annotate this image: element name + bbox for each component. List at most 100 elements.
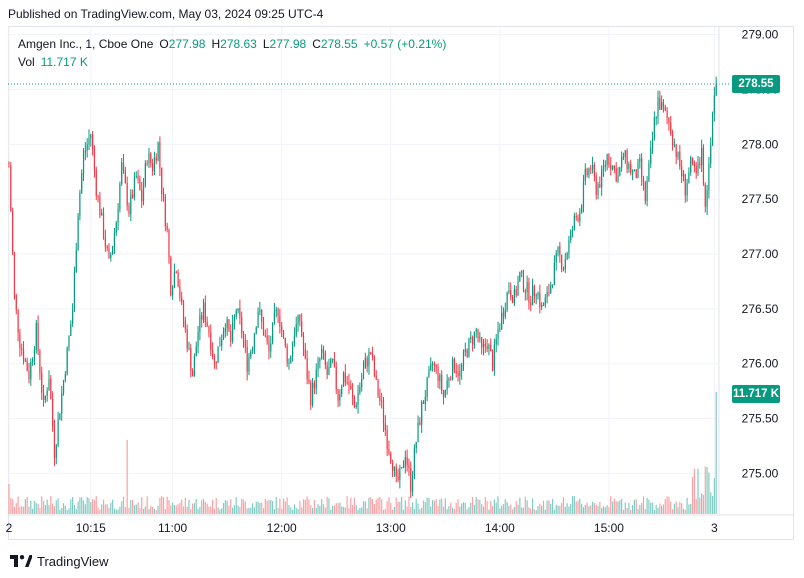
volume-bar (462, 502, 465, 514)
candle-body (264, 335, 266, 337)
volume-bar (186, 506, 188, 514)
volume-bar (657, 507, 659, 514)
candle-body (424, 396, 426, 404)
candle-body (619, 167, 621, 176)
candle-body (473, 331, 475, 345)
volume-bar (346, 496, 348, 514)
candle-body (641, 158, 643, 178)
volume-bar (628, 502, 630, 514)
volume-bar (181, 499, 183, 514)
volume-bar (153, 508, 156, 514)
candle-body (152, 163, 154, 171)
candle-body (106, 246, 108, 249)
volume-bar (577, 500, 579, 514)
volume-bar (599, 501, 601, 514)
volume-bar (415, 498, 417, 514)
time-tick-label: 15:00 (594, 521, 624, 535)
candle-body (410, 467, 412, 492)
candle-body (546, 292, 548, 298)
volume-bar (635, 499, 637, 514)
candle-body (99, 196, 101, 216)
candle-body (548, 292, 550, 294)
volume-bar (13, 506, 16, 514)
candle-body (515, 289, 517, 296)
candle-body (164, 196, 166, 226)
volume-bar (671, 509, 674, 514)
candle-body (235, 310, 237, 317)
candle-body (488, 344, 490, 350)
candle-body (542, 304, 545, 306)
candle-body (650, 148, 652, 164)
volume-bar (66, 509, 68, 514)
candle-body (21, 348, 23, 350)
candle-body (44, 395, 46, 401)
candle-body (673, 144, 675, 146)
volume-bar (604, 507, 606, 514)
volume-bar (190, 509, 192, 514)
volume-bar (650, 502, 652, 514)
volume-bar (341, 506, 343, 514)
volume-bar (226, 500, 228, 514)
tradingview-brand[interactable]: TradingView (10, 552, 109, 570)
volume-bar (537, 506, 539, 514)
volume-value: 11.717 K (40, 55, 88, 69)
candle-body (526, 282, 528, 293)
candle-body (244, 340, 246, 347)
candle-body (255, 327, 257, 334)
candle-body (161, 167, 163, 195)
candle-body (550, 284, 552, 294)
candle-body (210, 332, 212, 351)
symbol-name[interactable]: Amgen Inc., 1, Cboe One (18, 37, 154, 51)
candle-body (448, 378, 450, 381)
volume-bar (59, 509, 61, 514)
volume-bar (50, 496, 52, 514)
volume-bar (344, 507, 346, 514)
candle-body (281, 326, 283, 332)
volume-bar (624, 502, 626, 514)
volume-bar (306, 496, 308, 514)
volume-bar (79, 497, 81, 514)
candle-body (142, 185, 145, 202)
volume-bar (228, 505, 230, 514)
volume-bar (375, 499, 377, 514)
candle-body (33, 349, 36, 360)
candle-body (104, 237, 106, 247)
volume-bar (299, 501, 301, 514)
candle-body (675, 144, 677, 157)
candle-body (197, 332, 199, 347)
volume-bar (166, 496, 168, 514)
candle-body (497, 329, 499, 340)
candle-body (331, 358, 334, 360)
candle-body (252, 347, 254, 352)
candle-body (75, 250, 77, 273)
volume-bar (317, 504, 319, 514)
candle-body (186, 328, 188, 349)
candle-body (393, 466, 396, 472)
candle-body (342, 372, 345, 387)
candle-body (195, 346, 197, 357)
volume-bar (224, 500, 226, 514)
candle-body (375, 375, 377, 379)
candle-body (564, 259, 566, 270)
volume-bar (19, 507, 21, 514)
volume-bar (708, 472, 710, 514)
volume-bar (30, 500, 32, 514)
volume-bar (544, 509, 546, 514)
volume-bar (95, 496, 97, 514)
candle-body (86, 144, 88, 151)
volume-bar (84, 504, 86, 514)
candle-body (495, 339, 497, 345)
volume-bar (442, 506, 445, 514)
candle-body (606, 154, 608, 165)
candle-body (41, 373, 43, 393)
candle-body (306, 358, 308, 379)
volume-bar (377, 497, 379, 514)
volume-bar (68, 508, 70, 514)
volume-bar (457, 499, 459, 514)
candle-body (659, 97, 661, 110)
volume-bar (559, 505, 561, 514)
candle-body (59, 413, 61, 420)
candle-body (468, 338, 470, 357)
volume-bar (92, 499, 94, 514)
